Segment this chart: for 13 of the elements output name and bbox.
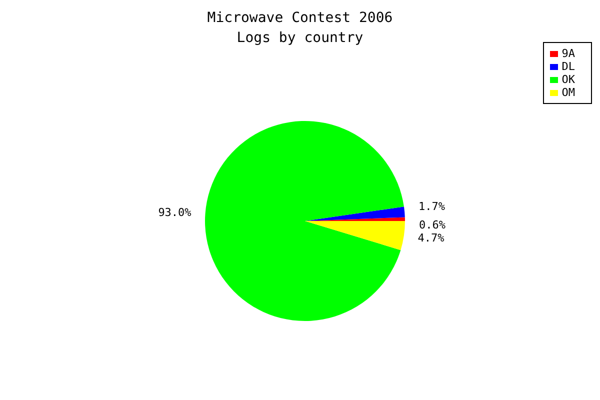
pie-slice	[305, 206, 405, 221]
legend-label: 9A	[562, 47, 575, 60]
data-label: 4.7%	[418, 231, 445, 244]
chart-subtitle: Logs by country	[236, 29, 364, 48]
data-label: 93.0%	[158, 206, 192, 219]
legend-label: DL	[562, 60, 575, 73]
pie-slice	[205, 121, 404, 321]
legend-label: OK	[562, 73, 575, 86]
data-label: 0.6%	[418, 218, 446, 232]
legend-label: OM	[562, 86, 575, 99]
chart-title: Microwave Contest 2006	[206, 9, 394, 28]
data-label: 1.7%	[418, 200, 446, 214]
pie-slice	[305, 221, 405, 250]
